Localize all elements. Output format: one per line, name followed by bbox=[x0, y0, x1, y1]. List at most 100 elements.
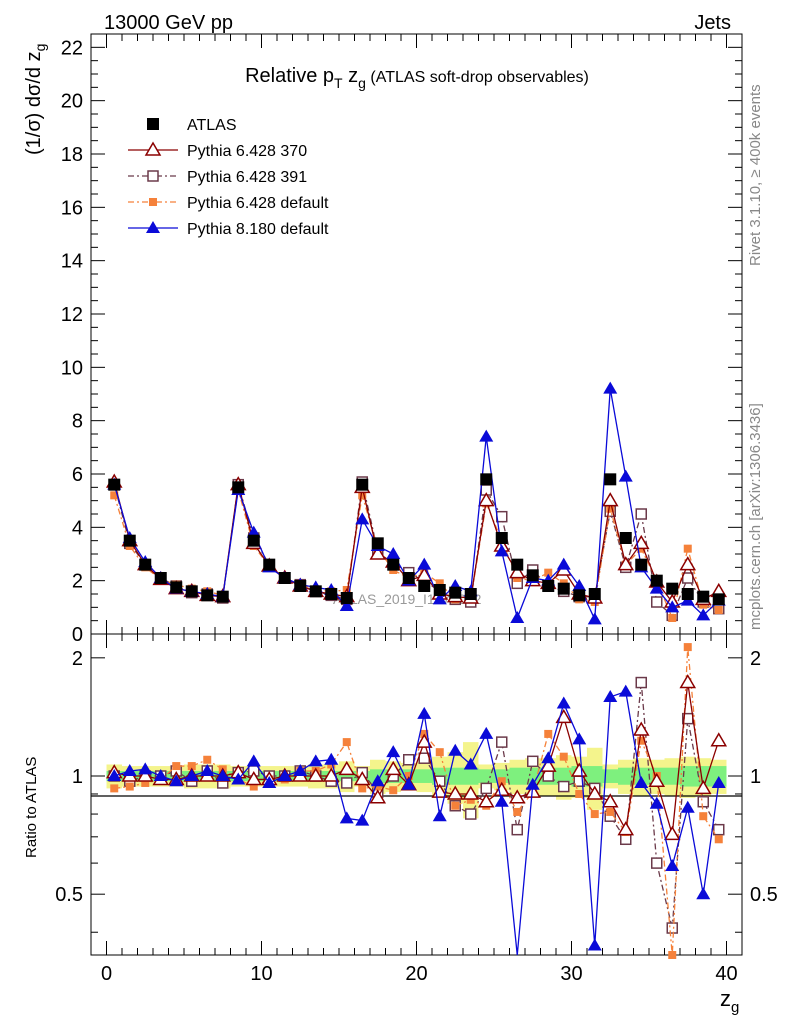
mcplots-label: mcplots.cern.ch [arXiv:1306.3436] bbox=[747, 403, 764, 630]
data-point-atlas bbox=[340, 592, 353, 604]
plot-title: Relative pT zg (ATLAS soft-drop observab… bbox=[245, 65, 589, 91]
ratio-point-p370 bbox=[648, 772, 666, 787]
data-point-p6def bbox=[683, 544, 692, 553]
ratio-point-p8 bbox=[107, 769, 122, 782]
ratio-point-p8 bbox=[277, 769, 292, 782]
data-point-atlas bbox=[170, 581, 183, 594]
ratio-point-p8 bbox=[680, 800, 695, 813]
band-inner-bin bbox=[416, 769, 432, 783]
data-point-p6def bbox=[358, 491, 367, 500]
data-point-atlas bbox=[542, 580, 555, 592]
ratio-point-p8 bbox=[324, 752, 339, 765]
ratio-point-p370 bbox=[353, 770, 371, 786]
ratio-point-p6def bbox=[699, 812, 708, 821]
ratio-point-p8 bbox=[463, 757, 478, 770]
ratio-point-p370 bbox=[245, 770, 263, 786]
band-inner-bin bbox=[463, 767, 479, 785]
data-point-atlas bbox=[232, 481, 245, 494]
ratio-point-p6def bbox=[342, 738, 351, 747]
ratio-point-p8 bbox=[711, 775, 726, 788]
ratio-point-p391 bbox=[341, 777, 353, 789]
ratio-point-p391 bbox=[527, 755, 539, 768]
ratio-point-p8 bbox=[556, 696, 571, 709]
ratio-point-p8 bbox=[572, 732, 587, 745]
ratio-point-p391 bbox=[713, 823, 725, 836]
data-point-p8 bbox=[510, 611, 525, 623]
ratio-point-p8 bbox=[200, 763, 215, 776]
data-point-p8 bbox=[618, 469, 633, 482]
data-point-atlas bbox=[480, 473, 493, 486]
data-point-p370 bbox=[508, 564, 526, 579]
ratio-point-p391 bbox=[697, 795, 709, 808]
ratio-point-p6def bbox=[389, 786, 398, 795]
ratio-point-p8 bbox=[603, 689, 618, 702]
data-point-atlas bbox=[712, 593, 725, 606]
series-top-atlas bbox=[108, 473, 725, 606]
data-point-atlas bbox=[247, 534, 260, 547]
top-ylabel-sub: g bbox=[32, 44, 48, 52]
data-point-atlas bbox=[278, 572, 291, 584]
data-point-atlas bbox=[619, 532, 632, 544]
band-inner-bin bbox=[618, 767, 634, 785]
band-inner-bin bbox=[509, 767, 525, 785]
rivet-label: Rivet 3.1.10, ≥ 400k events bbox=[747, 84, 764, 266]
band-inner-bin bbox=[556, 767, 572, 785]
ratio-point-p8 bbox=[448, 743, 463, 756]
data-point-p6def bbox=[714, 606, 723, 614]
data-point-p8 bbox=[339, 599, 354, 611]
ratio-point-p6def bbox=[714, 835, 723, 844]
ratio-point-p8 bbox=[696, 887, 711, 900]
data-point-atlas bbox=[201, 589, 214, 602]
ratio-point-p6def bbox=[187, 762, 196, 771]
y-tick-label-top: 18 bbox=[61, 144, 83, 166]
ratio-point-p8 bbox=[618, 684, 633, 697]
ratio-point-p6def bbox=[125, 782, 134, 791]
series-line-p8 bbox=[113, 388, 720, 621]
data-point-atlas bbox=[185, 585, 198, 598]
ratio-point-p6def bbox=[466, 795, 475, 804]
data-point-atlas bbox=[325, 588, 338, 600]
ratio-point-p370 bbox=[601, 793, 619, 808]
data-point-atlas bbox=[139, 558, 152, 571]
ratio-point-p8 bbox=[541, 751, 556, 764]
ratio-point-p391 bbox=[635, 676, 647, 689]
ratio-point-p6def bbox=[637, 736, 646, 745]
ratio-point-p6def bbox=[373, 782, 382, 791]
legend-label-atlas: ATLAS bbox=[187, 117, 237, 134]
ratio-point-p370 bbox=[710, 732, 728, 747]
y-tick-label-bottom-right: 2 bbox=[750, 648, 761, 670]
ratio-point-p8 bbox=[215, 769, 230, 782]
series-line-p370 bbox=[113, 481, 720, 604]
ratio-point-p370 bbox=[679, 674, 697, 689]
ratio-point-p6def bbox=[203, 755, 212, 764]
ratio-point-p8 bbox=[293, 763, 308, 776]
ratio-point-p8 bbox=[122, 763, 137, 776]
ratio-point-p8 bbox=[370, 774, 385, 787]
ratio-point-p6def bbox=[249, 782, 258, 791]
data-point-p391 bbox=[651, 596, 663, 608]
band-inner-bin bbox=[478, 769, 494, 783]
x-tick-label: 30 bbox=[560, 963, 582, 985]
series-ratio-p8 bbox=[107, 684, 726, 956]
data-point-atlas bbox=[108, 478, 121, 491]
legend-label-p391: Pythia 6.428 391 bbox=[187, 169, 307, 186]
ratio-point-p6def bbox=[497, 777, 506, 786]
ratio-point-p391 bbox=[480, 782, 492, 795]
ratio-point-p370 bbox=[462, 785, 480, 800]
data-point-atlas bbox=[526, 569, 539, 582]
data-point-atlas bbox=[697, 590, 710, 603]
data-point-p8 bbox=[494, 544, 509, 557]
legend: ATLAS Pythia 6.428 370 Pythia 6.428 391 Pyt… bbox=[128, 117, 329, 238]
ratio-line-p8 bbox=[114, 690, 720, 956]
legend-marker-p6def bbox=[149, 198, 157, 206]
y-tick-label-top: 16 bbox=[61, 197, 83, 219]
legend-label-p6def: Pythia 6.428 default bbox=[187, 195, 329, 212]
ratio-point-p370 bbox=[369, 789, 387, 804]
data-point-atlas bbox=[402, 572, 415, 584]
ratio-point-p8 bbox=[308, 754, 323, 767]
ratio-point-p391 bbox=[666, 922, 678, 934]
bottom-ylabel: Ratio to ATLAS bbox=[23, 757, 40, 858]
ratio-point-p370 bbox=[508, 789, 526, 804]
ratio-point-p370 bbox=[477, 793, 495, 808]
